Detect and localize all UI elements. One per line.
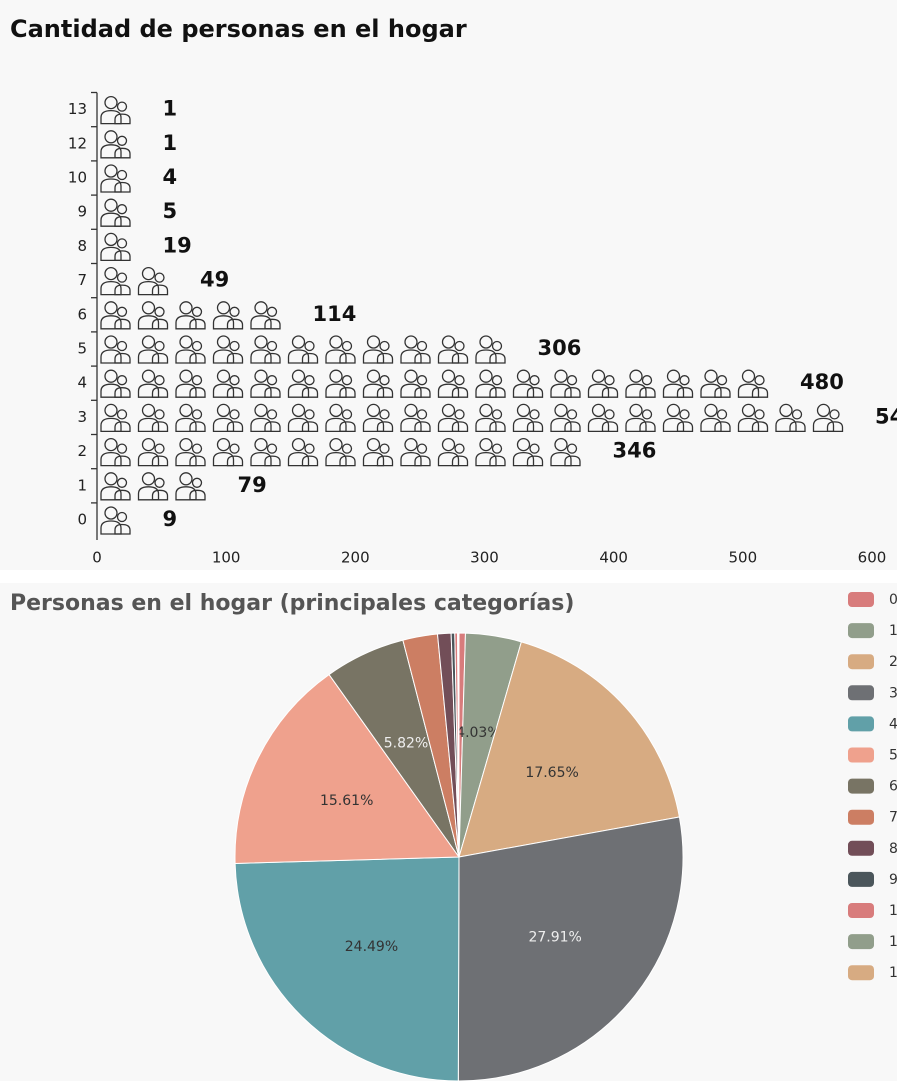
data-label: 79	[238, 473, 267, 497]
pie-slice	[457, 816, 684, 1081]
legend-label: 9	[889, 872, 897, 888]
x-tick-label: 0	[92, 549, 102, 567]
legend-label: 3	[889, 685, 897, 701]
chart-title: Personas en el hogar (principales catego…	[10, 591, 574, 616]
legend-label: 2	[889, 654, 897, 670]
legend-label: 13	[889, 965, 897, 981]
chart-title: Cantidad de personas en el hogar	[10, 15, 467, 43]
legend-label: 12	[889, 934, 897, 950]
x-tick-label: 500	[729, 549, 758, 567]
data-label: 480	[800, 370, 844, 394]
legend-swatch	[848, 685, 874, 701]
y-tick-label: 8	[77, 237, 87, 255]
data-label: 19	[163, 233, 192, 257]
legend-swatch	[848, 903, 874, 918]
data-label: 114	[313, 302, 357, 326]
slice-label: 5.82%	[384, 735, 428, 751]
legend-swatch	[848, 809, 874, 825]
slice-label: 4.03%	[456, 725, 500, 741]
y-tick-label: 2	[77, 442, 87, 460]
legend-swatch	[848, 934, 874, 950]
y-tick-label: 13	[68, 100, 87, 118]
data-label: 9	[163, 507, 178, 531]
pie-slice	[457, 632, 460, 858]
y-tick-label: 9	[77, 203, 87, 221]
x-tick-label: 400	[599, 549, 628, 567]
data-label: 49	[200, 268, 229, 292]
x-tick-label: 600	[858, 549, 887, 567]
legend-swatch	[848, 654, 874, 670]
y-tick-label: 12	[68, 134, 87, 152]
data-label: 306	[538, 336, 582, 360]
y-tick-label: 6	[77, 305, 87, 323]
data-label: 547	[875, 404, 897, 428]
legend-swatch	[848, 623, 874, 639]
x-tick-label: 300	[470, 549, 499, 567]
y-tick-label: 5	[77, 340, 87, 358]
legend-swatch	[848, 778, 874, 794]
pie-slice	[458, 641, 680, 858]
slice-label: 15.61%	[320, 793, 373, 809]
pie-slice	[234, 856, 460, 1081]
legend-label: 7	[889, 810, 897, 826]
legend-swatch	[848, 871, 874, 887]
legend-label: 0	[889, 592, 897, 608]
slice-label: 24.49%	[345, 939, 398, 955]
y-tick-label: 4	[77, 374, 87, 392]
legend-label: 4	[889, 716, 897, 732]
legend-swatch	[848, 716, 874, 732]
legend-label: 5	[889, 748, 897, 764]
legend-swatch	[848, 592, 874, 607]
data-label: 4	[163, 165, 178, 189]
y-tick-label: 10	[68, 169, 87, 187]
slice-label: 27.91%	[528, 930, 581, 946]
legend-swatch	[848, 840, 874, 856]
slice-label: 17.65%	[525, 765, 578, 781]
x-tick-label: 100	[212, 549, 241, 567]
legend-swatch	[848, 965, 874, 981]
legend-label: 10	[889, 903, 897, 919]
legend-label: 1	[889, 623, 897, 639]
y-tick-label: 3	[77, 408, 87, 426]
data-label: 1	[163, 97, 178, 121]
legend-swatch	[848, 747, 874, 763]
data-label: 1	[163, 131, 178, 155]
panel	[0, 0, 897, 570]
data-label: 346	[613, 439, 657, 463]
legend-label: 8	[889, 841, 897, 857]
y-tick-label: 1	[77, 476, 87, 494]
legend-label: 6	[889, 779, 897, 795]
pie-slice	[234, 673, 460, 864]
y-tick-label: 0	[77, 511, 87, 529]
y-tick-label: 7	[77, 271, 87, 289]
data-label: 5	[163, 199, 178, 223]
x-tick-label: 200	[341, 549, 370, 567]
